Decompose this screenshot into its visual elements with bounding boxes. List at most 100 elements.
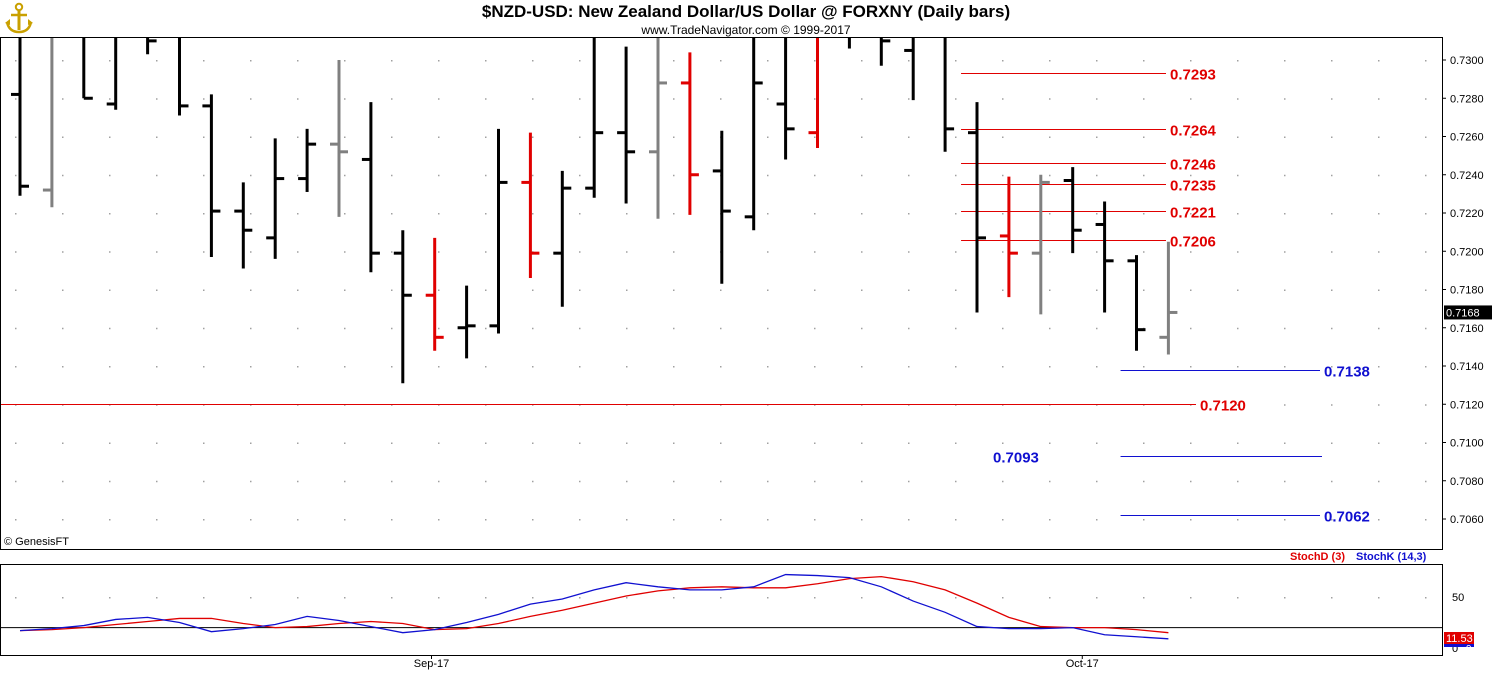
level-label: 0.7293 [1170, 67, 1216, 84]
grid-dot [1237, 98, 1239, 100]
grid-dot [15, 480, 17, 483]
grid-dot [15, 251, 17, 253]
grid-dot [297, 442, 299, 444]
grid-dot [344, 213, 346, 215]
grid-dot [673, 442, 675, 444]
y-tick-label: 0.7140 [1450, 361, 1484, 373]
grid-dot [1190, 98, 1192, 100]
grid-dot [1378, 213, 1380, 215]
ohlc-bar [234, 182, 253, 269]
grid-dot [955, 597, 957, 599]
grid-dot [438, 289, 440, 291]
grid-dot [955, 327, 957, 330]
grid-dot [1190, 597, 1192, 599]
grid-dot [344, 98, 346, 100]
grid-dot [15, 136, 17, 138]
grid-dot [1049, 174, 1051, 177]
grid-dot [391, 519, 393, 521]
grid-dot [861, 442, 863, 444]
grid-dot [438, 366, 440, 368]
grid-dot [532, 442, 534, 444]
grid-dot [673, 60, 675, 62]
last-price-badge [1444, 305, 1492, 320]
grid-dot [908, 98, 910, 100]
grid-dot [626, 289, 628, 291]
grid-dot [767, 519, 769, 521]
grid-dot [15, 519, 17, 521]
grid-dot [532, 289, 534, 291]
grid-dot [62, 442, 64, 444]
grid-dot [438, 213, 440, 215]
grid-dot [955, 519, 957, 521]
grid-dot [532, 519, 534, 521]
chart-subtitle: www.TradeNavigator.com © 1999-2017 [641, 23, 851, 37]
ohlc-bar [744, 38, 763, 231]
grid-dot [579, 597, 581, 599]
grid-dot [109, 251, 111, 253]
grid-dot [673, 98, 675, 100]
grid-dot [156, 442, 158, 444]
grid-dot [62, 519, 64, 521]
grid-dot [485, 174, 487, 177]
grid-dot [297, 251, 299, 253]
grid-dot [1378, 597, 1380, 599]
ohlc-bar [1159, 241, 1178, 355]
grid-dot [1190, 213, 1192, 215]
grid-dot [579, 98, 581, 100]
ohlc-bar [146, 38, 157, 55]
ohlc-bar [489, 128, 508, 334]
grid-dot [297, 289, 299, 291]
ohlc-bar [457, 285, 476, 359]
grid-dot [1284, 251, 1286, 253]
grid-dot [203, 327, 205, 330]
grid-dot [814, 60, 816, 62]
grid-dot [297, 480, 299, 483]
grid-dot [1096, 480, 1098, 483]
grid-dot [391, 98, 393, 100]
grid-dot [626, 442, 628, 444]
grid-dot [1096, 327, 1098, 330]
grid-dot [861, 98, 863, 100]
grid-dot [767, 98, 769, 100]
grid-dot [532, 174, 534, 177]
y-tick-label: 0.7180 [1450, 285, 1484, 297]
grid-dot [438, 480, 440, 483]
grid-dot [1049, 366, 1051, 368]
grid-dot [109, 289, 111, 291]
grid-dot [1378, 174, 1380, 177]
grid-dot [720, 519, 722, 521]
grid-dot [1096, 98, 1098, 100]
grid-dot [109, 213, 111, 215]
grid-dot [579, 519, 581, 521]
grid-dot [673, 251, 675, 253]
grid-dot [1190, 251, 1192, 253]
grid-dot [908, 174, 910, 177]
grid-dot [1190, 480, 1192, 483]
grid-dot [1143, 480, 1145, 483]
grid-dot [1378, 251, 1380, 253]
grid-dot [62, 366, 64, 368]
grid-dot [626, 519, 628, 521]
grid-dot [250, 366, 252, 368]
grid-dot [62, 327, 64, 330]
grid-dot [203, 98, 205, 100]
grid-dot [532, 366, 534, 368]
grid-dot [908, 597, 910, 599]
y-tick-label: 0.7200 [1450, 246, 1484, 258]
grid-dot [861, 213, 863, 215]
grid-dot [1425, 60, 1427, 62]
grid-dot [297, 366, 299, 368]
grid-dot [1331, 442, 1333, 444]
grid-dot [1190, 136, 1192, 138]
grid-dot [485, 327, 487, 330]
grid-dot [1049, 98, 1051, 100]
y-tick-label: 0.7100 [1450, 438, 1484, 450]
grid-dot [15, 174, 17, 177]
grid-dot [1096, 174, 1098, 177]
grid-dot [391, 60, 393, 62]
grid-dot [438, 251, 440, 253]
grid-dot [626, 213, 628, 215]
grid-dot [1002, 98, 1004, 100]
grid-dot [250, 136, 252, 138]
grid-dot [908, 213, 910, 215]
